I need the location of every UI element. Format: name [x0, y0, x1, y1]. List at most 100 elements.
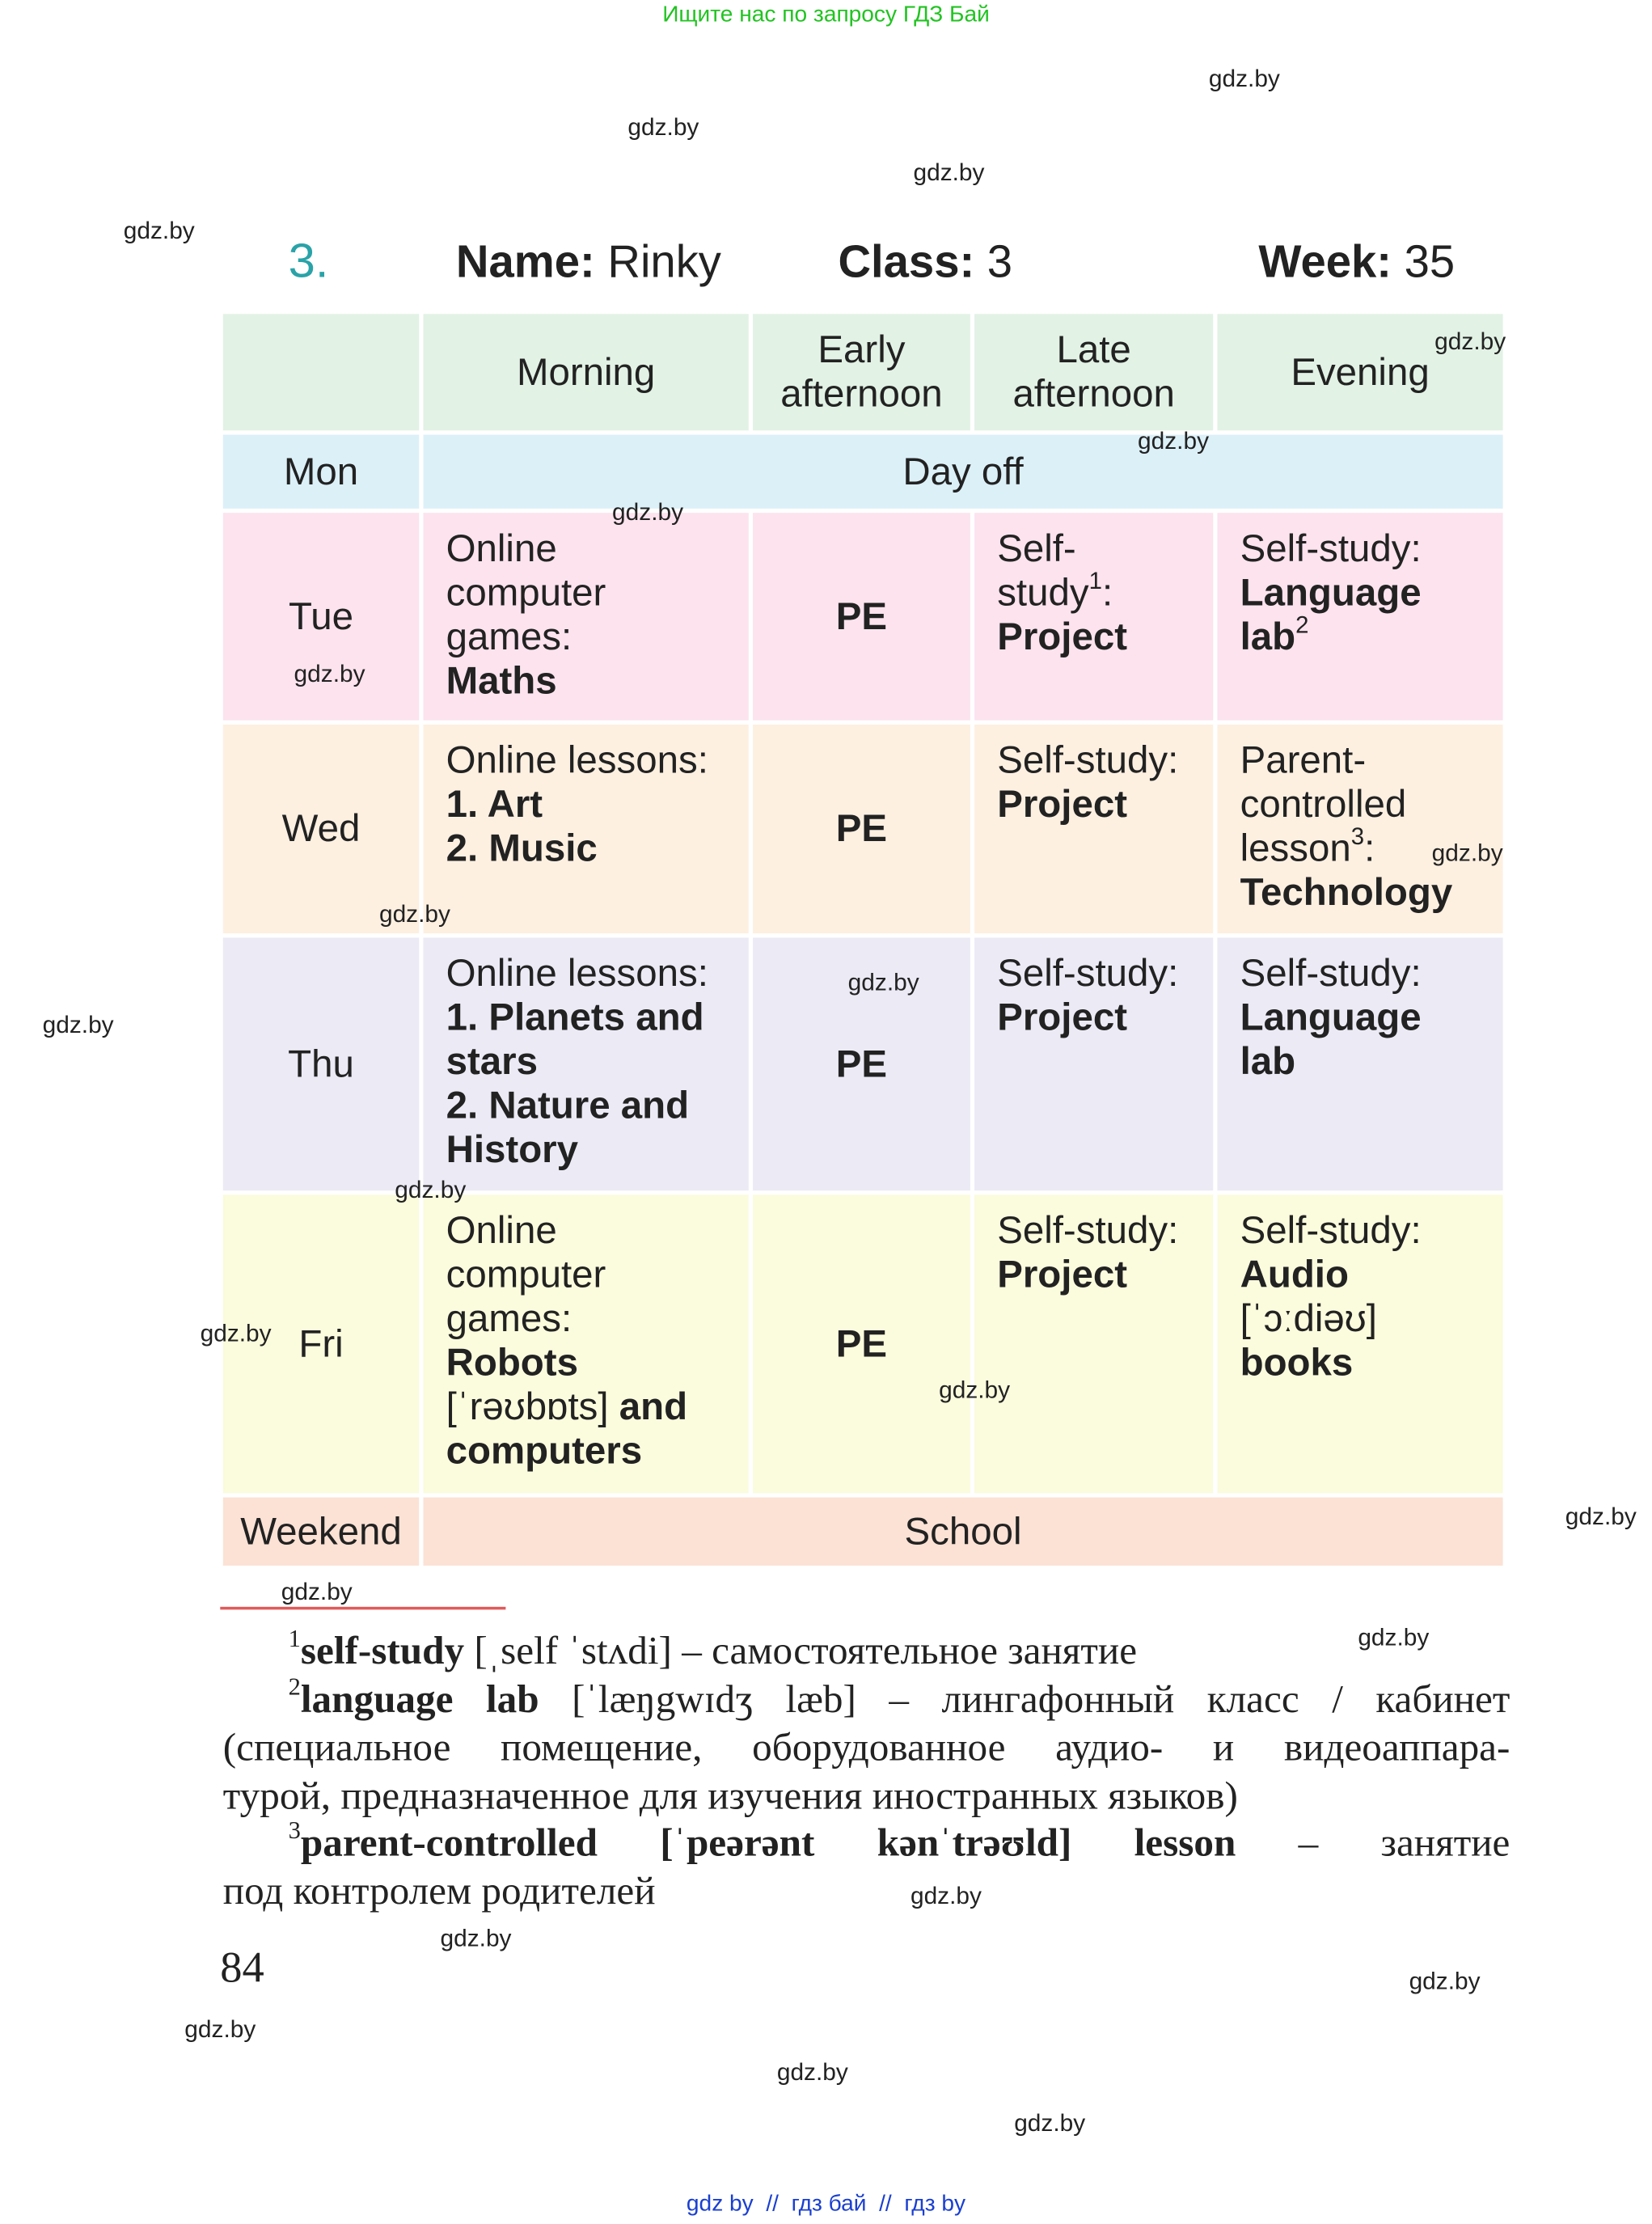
bold-text: 2. Nature and [446, 1084, 690, 1127]
cell-line: PE [836, 1322, 887, 1366]
day-cell: Wed [222, 724, 420, 934]
cell-line: computer [446, 1253, 749, 1296]
header-corner [222, 314, 420, 431]
footnote-line: турой, предназначенное для изучения инос… [223, 1773, 1510, 1821]
day-cell: Tue [222, 513, 420, 721]
day-cell: Thu [222, 937, 420, 1191]
footnote-line: 1self-study [ˌself ˈstʌdi] – самостоятел… [223, 1626, 1510, 1676]
header-line: Morning [516, 350, 656, 393]
footnote-line: 3parent-controlled [ˈpeərənt kənˈtrəʊld]… [223, 1818, 1510, 1868]
cell-line: Self-study: [997, 1209, 1213, 1253]
header-line: Evening [1291, 350, 1430, 393]
bold-text: PE [835, 806, 888, 850]
cell-line: study1: [997, 569, 1213, 615]
bold-text: Robots [446, 1341, 578, 1385]
text: Self-study: [1240, 526, 1422, 570]
bold-text: language lab [300, 1677, 539, 1723]
bold-text: lab [1240, 615, 1296, 658]
watermark: gdz.by [1358, 1623, 1430, 1651]
span-cell: School [423, 1497, 1503, 1566]
text: [ˈlæŋgwɪdʒ læb] – лингафонный класс / ка… [539, 1677, 1510, 1723]
bold-text: Project [997, 996, 1128, 1039]
bold-text: parent-controlled [ˈpeərənt kənˈtrəʊld] … [300, 1821, 1236, 1866]
cell-line: Online [446, 1209, 749, 1253]
lesson-cell: PE [753, 937, 970, 1191]
text: Self-study: [997, 1208, 1179, 1252]
cell-line: PE [836, 807, 887, 851]
cell-line: Self-study: [997, 952, 1213, 996]
label: Class: [838, 235, 975, 287]
watermark: gdz.by [1565, 1503, 1637, 1530]
text: controlled [1240, 782, 1407, 826]
cell-line: Project [997, 615, 1213, 659]
banner: Ищите нас по запросу ГДЗ Бай [662, 2, 990, 27]
cell-line: Online lessons: [446, 952, 749, 996]
text: Self-study: [997, 951, 1179, 995]
text: games: [446, 1296, 572, 1340]
span-cell: Day off [423, 434, 1503, 509]
text: (специальное помещение, оборудованное ау… [222, 1726, 1510, 1770]
lesson-cell: Self-study: Language lab [1217, 937, 1503, 1191]
footnote-ref: 2 [1295, 611, 1309, 639]
bold-text: and [619, 1385, 688, 1428]
text: Online lessons: [446, 951, 708, 995]
cell-line: computer [446, 571, 749, 615]
footnote-rule [220, 1606, 506, 1610]
cell-line: Self-study: [997, 738, 1213, 782]
cell-line: games: [446, 1297, 749, 1341]
value: 35 [1404, 235, 1456, 287]
cell-line: Maths [446, 659, 749, 703]
column-header: Early afternoon [753, 314, 970, 431]
label: Name: [455, 235, 595, 287]
watermark: gdz.by [847, 969, 919, 996]
lesson-cell: Parent-controlled lesson3: Technology [1217, 724, 1503, 934]
footer-links[interactable]: gdz by // гдз бай // гдз by [686, 2192, 966, 2217]
cell-line: [ˈrəʊbɒts] and [446, 1385, 749, 1429]
lesson-cell: Self-study: Project [974, 937, 1214, 1191]
bold-text: 1. Planets and [446, 996, 704, 1039]
watermark: gdz.by [1014, 2109, 1086, 2137]
day-cell: Fri [222, 1194, 420, 1494]
text: [ˈɔːdiəʊ] [1240, 1296, 1377, 1340]
cell-line: games: [446, 615, 749, 659]
name-field: Name: Rinky [456, 235, 721, 289]
bold-text: Technology [1240, 870, 1453, 914]
watermark: gdz.by [440, 1925, 512, 1952]
cell-line: lesson3: [1240, 825, 1503, 870]
lesson-cell: Self-study: Project [974, 724, 1214, 934]
watermark: gdz.by [939, 1376, 1011, 1404]
text: [ˈrəʊbɒts] [446, 1385, 619, 1428]
cell-line: Project [997, 783, 1213, 827]
watermark: gdz.by [776, 2058, 848, 2086]
bold-text: Project [997, 1253, 1128, 1296]
cell-line: Online [446, 527, 749, 571]
text: computer [446, 571, 606, 614]
cell-line: PE [836, 1042, 887, 1086]
cell-line: 2. Nature and [446, 1084, 749, 1127]
bold-text: PE [835, 1042, 888, 1085]
watermark: gdz.by [910, 1882, 982, 1910]
watermark: gdz.by [42, 1011, 114, 1039]
footnote-line: 2language lab [ˈlæŋgwɪdʒ læb] – лингафон… [223, 1673, 1510, 1725]
value: 3 [987, 235, 1013, 287]
text: : [1101, 571, 1113, 614]
day-label: Fri [298, 1321, 344, 1365]
cell-line: Self- [997, 527, 1213, 571]
label: Week: [1258, 235, 1392, 287]
cell-line: Self-study: [1240, 1209, 1503, 1253]
watermark: gdz.by [1434, 328, 1506, 356]
footnote-ref: 1 [1088, 567, 1102, 594]
footnote-marker: 2 [288, 1673, 301, 1701]
cell-line: lab [1240, 1040, 1503, 1084]
cell-line: Online lessons: [446, 738, 749, 782]
lesson-cell: Online computer games: Robots [ˈrəʊbɒts] and… [423, 1194, 749, 1494]
page-number: 84 [220, 1942, 264, 1992]
column-header: Evening [1217, 314, 1503, 431]
cell-line: Self-study: [1240, 952, 1503, 996]
text: Self-study: [1240, 1208, 1422, 1252]
text: [ˌself ˈstʌdi] – самостоятельное занятие [464, 1629, 1138, 1674]
text: games: [446, 615, 572, 658]
day-cell: Weekend [222, 1497, 420, 1566]
cell-line: Robots [446, 1341, 749, 1385]
